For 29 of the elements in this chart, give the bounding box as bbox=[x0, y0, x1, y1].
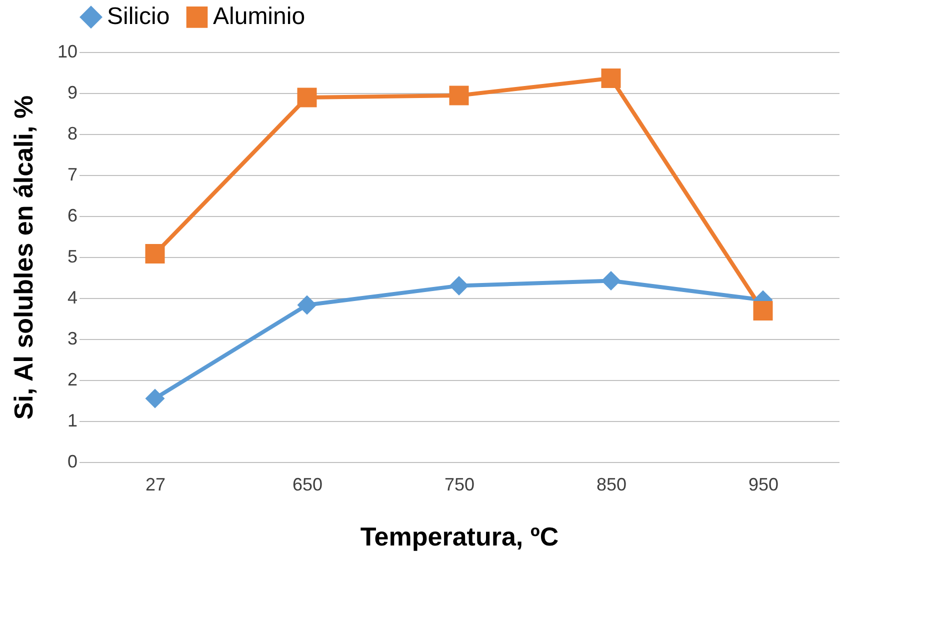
x-tick-label: 750 bbox=[444, 474, 475, 494]
y-tick-label: 5 bbox=[67, 246, 78, 266]
point bbox=[449, 276, 469, 296]
y-tick-label: 6 bbox=[67, 206, 78, 226]
point bbox=[601, 68, 621, 88]
point bbox=[601, 271, 621, 291]
y-tick-label: 2 bbox=[67, 370, 78, 390]
y-axis-title: Si, Al solubles en álcali, % bbox=[8, 95, 38, 420]
x-tick-label: 950 bbox=[748, 474, 779, 494]
x-tick-label: 650 bbox=[292, 474, 323, 494]
y-tick-label: 0 bbox=[67, 452, 78, 472]
point bbox=[449, 86, 469, 106]
legend-label: Aluminio bbox=[213, 3, 306, 30]
point bbox=[297, 295, 317, 315]
y-tick-label: 3 bbox=[67, 328, 78, 348]
legend-label: Silicio bbox=[107, 3, 170, 30]
y-tick-label: 9 bbox=[67, 82, 78, 102]
x-axis-title: Temperatura, ºC bbox=[360, 522, 559, 552]
y-tick-label: 4 bbox=[67, 288, 78, 308]
y-tick-label: 1 bbox=[67, 410, 78, 430]
point bbox=[145, 244, 165, 264]
point bbox=[145, 388, 165, 408]
x-tick-label: 850 bbox=[596, 474, 627, 494]
y-tick-label: 7 bbox=[67, 164, 78, 184]
point bbox=[297, 88, 317, 108]
point bbox=[753, 300, 773, 320]
y-tick-label: 10 bbox=[57, 42, 78, 62]
y-tick-label: 8 bbox=[67, 124, 78, 144]
x-tick-label: 27 bbox=[145, 474, 166, 494]
